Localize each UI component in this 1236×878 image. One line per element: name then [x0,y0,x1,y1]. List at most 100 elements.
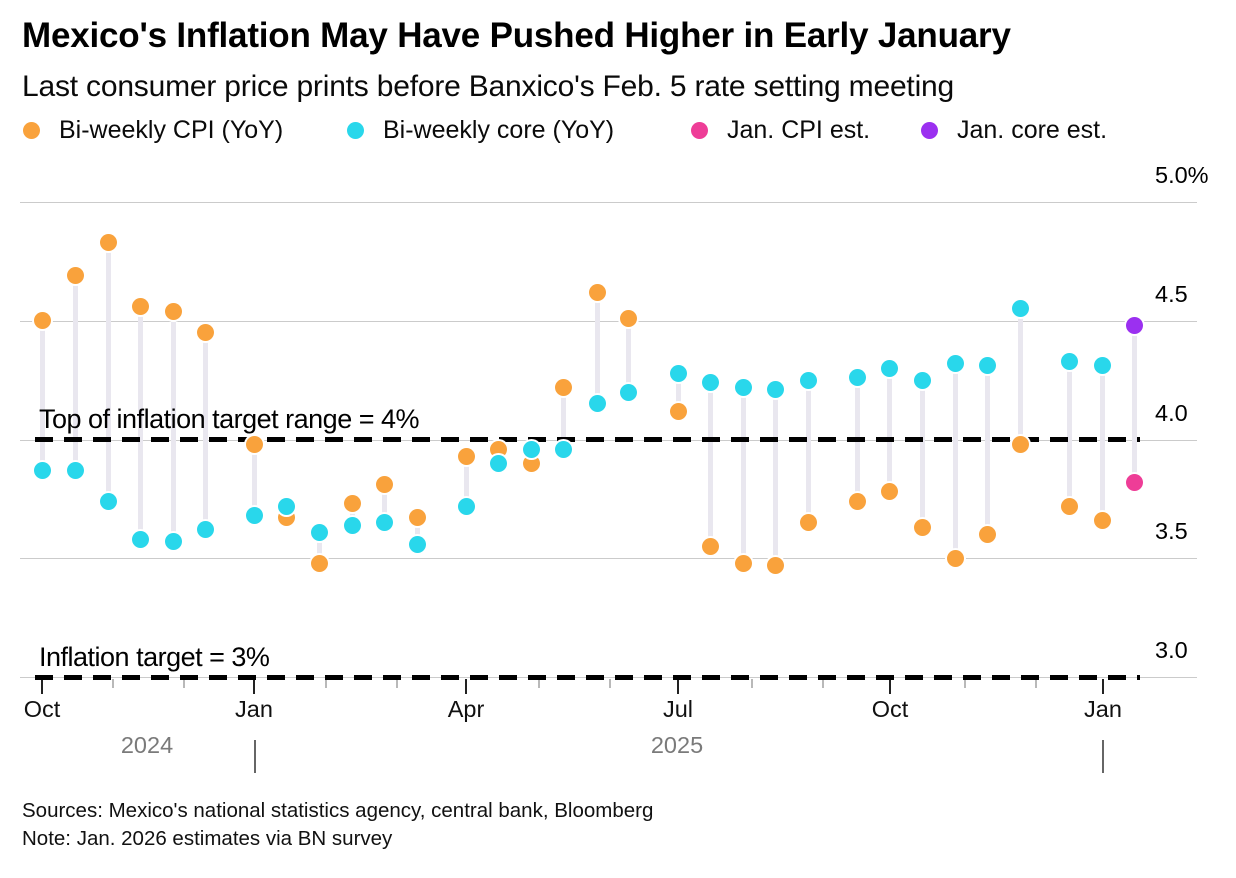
core-point [99,492,117,510]
legend-label: Jan. CPI est. [727,115,871,144]
cpi-point [946,549,964,567]
pair-connector-line [170,311,176,542]
y-axis-label: 4.0 [1155,399,1188,426]
year-label: 2024 [120,732,174,758]
legend-item-core: Bi-weekly core (YoY) [347,116,614,144]
cpi-point [489,440,507,458]
x-axis-minor-tick [396,679,398,688]
pair-connector-line [594,292,600,404]
core-point [554,440,572,458]
pair-connector-line [740,387,746,563]
sources-text: Sources: Mexico's national statistics ag… [22,799,654,822]
core-point [701,374,719,391]
core-point [588,395,606,413]
x-axis-label: Apr [447,696,485,722]
pair-connector-line [1099,365,1105,521]
cpi-point [619,309,637,327]
pair-connector-line [1131,325,1137,483]
y-axis-label: 3.5 [1155,518,1188,545]
cpi-point [375,476,393,494]
cpi-point [880,483,898,501]
y-axis-label: 4.5 [1155,280,1188,307]
pair-connector-line [1017,308,1023,445]
core-legend-dot-icon [347,121,364,139]
core-point [1011,300,1029,318]
x-axis-minor-tick [609,679,611,688]
x-axis-major-tick [41,679,43,694]
core-point [848,369,866,387]
x-axis-minor-tick [751,679,753,688]
core-point [164,533,182,551]
pair-connector-line [349,503,355,525]
pair-connector-line [675,373,681,411]
core-point [522,440,540,458]
cpi-point [734,554,752,572]
pair-connector-line [202,332,208,530]
legend-item-cpi: Bi-weekly CPI (YoY) [23,116,283,144]
y-axis-label: 3.0 [1155,637,1188,663]
x-axis-major-tick [889,679,891,694]
pair-connector-line [707,382,713,547]
core-point [734,378,752,396]
y-gridline [20,320,1197,322]
x-axis-minor-tick [538,679,540,688]
chart-title: Mexico's Inflation May Have Pushed Highe… [22,16,1011,55]
x-axis-major-tick [253,679,255,694]
core-point [245,507,263,524]
x-axis-minor-tick [822,679,824,688]
cpi-point [669,402,687,420]
target-annotation: Top of inflation target range = 4% [39,404,420,434]
x-axis-minor-tick [325,679,327,688]
cpi-point [408,509,426,527]
cpi-point [701,537,719,555]
note-text: Note: Jan. 2026 estimates via BN survey [22,827,393,850]
cpi-point [131,298,149,315]
target-annotation: Inflation target = 3% [39,642,270,672]
cpi-point [164,302,182,320]
core-point [880,359,898,377]
x-axis-label: Oct [871,696,909,722]
x-axis-minor-tick [112,679,114,688]
core-estimate-legend-dot-icon [921,121,938,139]
cpi-point [554,378,572,396]
legend-label: Bi-weekly core (YoY) [383,115,615,144]
legend-item-cpi-estimate: Jan. CPI est. [691,116,870,144]
core-point [131,530,149,548]
pair-connector-line [137,306,143,540]
core-point [1060,352,1078,370]
core-point [978,357,996,375]
pair-connector-line [381,484,387,523]
pair-connector-line [463,456,469,506]
cpi-point [1093,511,1111,529]
cpi-point [66,267,84,285]
cpi-estimate-point [1125,473,1143,491]
cpi-point [1060,497,1078,515]
core-point [33,461,51,479]
core-point [457,497,475,515]
pair-connector-line [414,517,420,544]
cpi-point [343,495,361,513]
core-point [375,514,393,532]
pair-connector-line [105,242,111,502]
inflation-target-dashed-line [35,437,1140,442]
core-point [946,355,964,372]
pair-connector-line [251,444,257,516]
pair-connector-line [984,365,990,535]
year-boundary-mark [254,740,256,773]
x-axis-minor-tick [183,679,185,688]
core-point [489,454,507,472]
cpi-point [457,447,475,465]
core-point [766,381,784,399]
legend-label: Bi-weekly CPI (YoY) [59,115,284,144]
pair-connector-line [560,387,566,449]
x-axis-label: Jan [235,696,273,722]
core-point [66,461,84,479]
cpi-legend-dot-icon [23,121,40,139]
cpi-point [33,312,51,330]
cpi-point [799,514,817,532]
pair-connector-line [625,318,631,392]
x-axis-major-tick [465,679,467,694]
core-point [343,516,361,534]
core-point [1093,357,1111,375]
x-axis-label: Oct [23,696,61,722]
